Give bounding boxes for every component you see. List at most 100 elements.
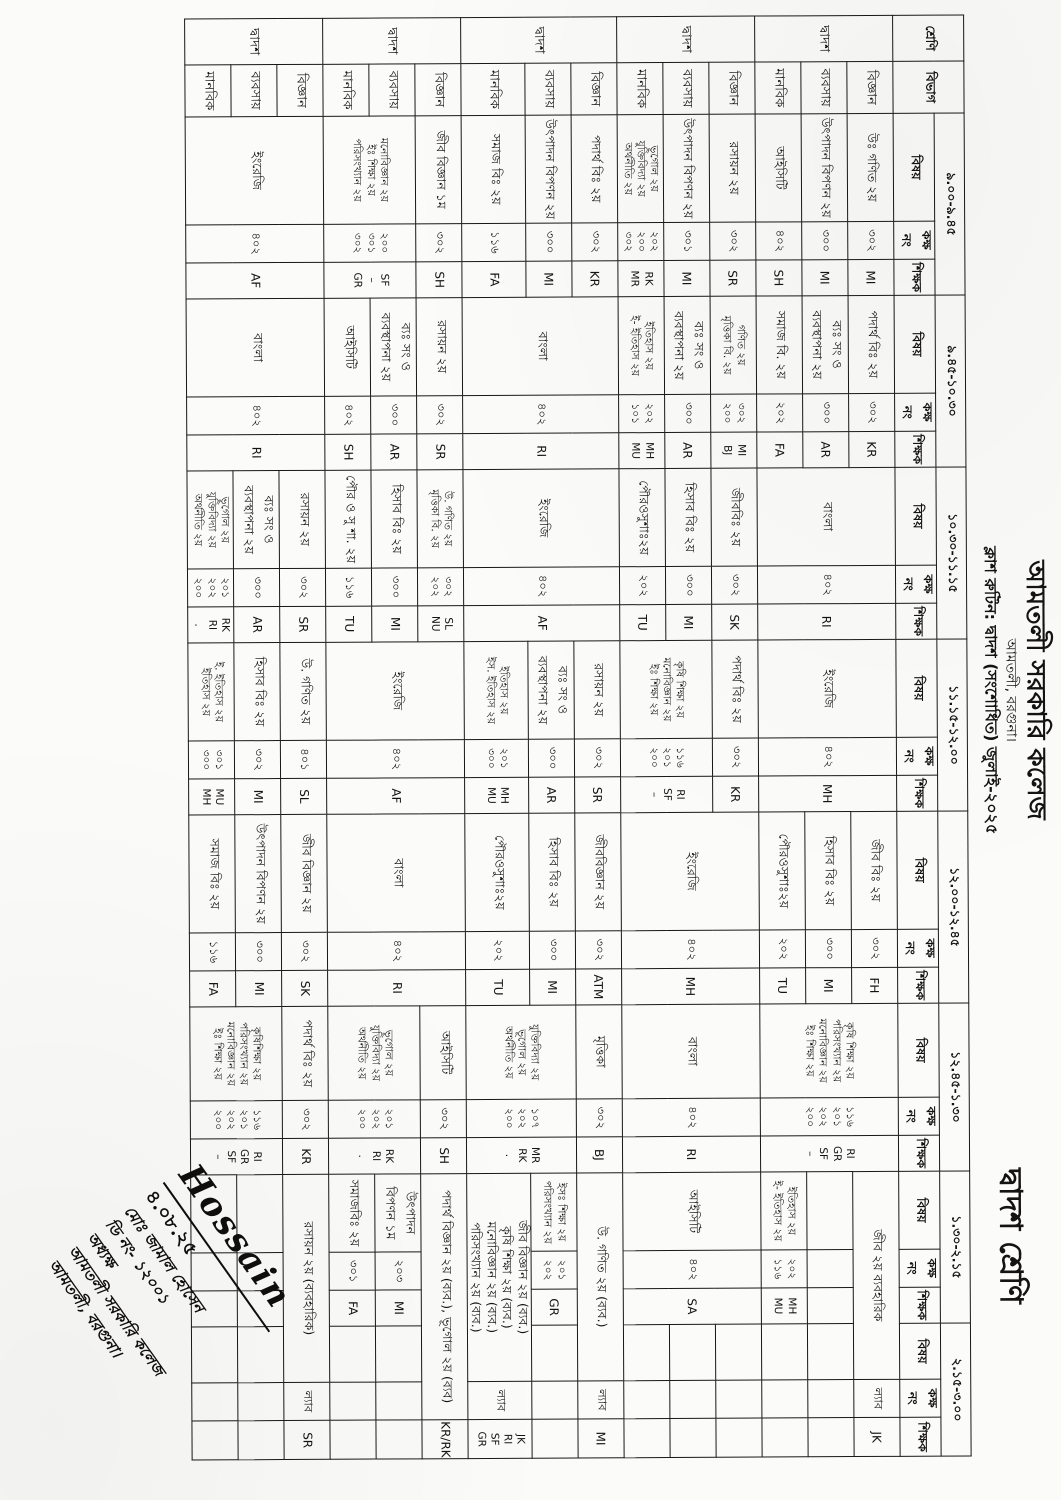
- routine-cell: AR: [371, 433, 418, 471]
- routine-cell: ব্যঃ সং ও ব্যবস্থাপনা ২য়: [664, 296, 711, 395]
- routine-cell: শ্রেণি: [892, 14, 964, 62]
- routine-cell: বিষয়: [897, 1003, 940, 1098]
- routine-cell: বাংলা: [186, 298, 326, 398]
- routine-cell: পদার্থ বিঃ ২য়: [282, 1006, 329, 1101]
- routine-cell: ইতিহাস ২য় ই- ইতিহাস ২য়: [760, 1171, 808, 1251]
- routine-cell: ৩০২: [281, 932, 329, 971]
- routine-cell: RK RI.: [328, 1137, 422, 1175]
- routine-cell: ৪০২: [187, 396, 326, 436]
- class-label: দ্বাদশ শ্রেণি: [992, 1168, 1029, 1304]
- routine-cell: ৩০০: [371, 395, 418, 435]
- routine-cell: ৩০২: [709, 222, 756, 261]
- routine-cell: JK RI SF GR: [468, 1419, 533, 1460]
- routine-cell: মানবিক: [323, 64, 370, 117]
- routine-cell: ল্যাব: [468, 1381, 532, 1420]
- routine-cell: ১০৭ ২০২ ২০০: [466, 1099, 577, 1138]
- routine-cell: কৃষিশিক্ষা ২য় পরিসংখ্যান ২য় মনোবিজ্ঞান ২…: [190, 1006, 283, 1102]
- routine-cell: দ্বাদশ: [754, 15, 893, 63]
- routine-cell: যুক্তিবিদ্যা ২য় ভূগোল ২য় অর্থনীতি ২য়: [466, 1005, 577, 1100]
- routine-cell: ব্যবসায়: [662, 62, 710, 115]
- routine-cell: AF: [464, 604, 620, 642]
- routine-cell: MH MU: [465, 777, 529, 814]
- routine-cell: ১২.৪৫-১.৩০: [938, 1002, 970, 1172]
- routine-cell: ব্যবসায়: [369, 63, 416, 117]
- routine-cell: ১১৬: [189, 932, 237, 972]
- routine-cell: সমাজ বিঃ ২য়: [189, 814, 236, 934]
- routine-cell: ৩০২: [416, 223, 463, 262]
- routine-cell: ১.৩০-২.১৫: [939, 1170, 971, 1324]
- routine-cell: উৎপাদন বিপণন ২য়: [801, 113, 848, 222]
- routine-cell: ৪০২: [757, 565, 896, 605]
- routine-cell: ইংরেজি: [463, 468, 620, 568]
- routine-cell: TU: [759, 967, 806, 1005]
- routine-cell: শিক্ষক: [896, 775, 938, 812]
- routine-cell: ২০২ ২০০ ৩০২: [617, 222, 664, 261]
- routine-cell: SA: [623, 1288, 762, 1325]
- routine-cell: ৩০০: [805, 929, 852, 968]
- routine-cell: ২০২: [759, 929, 806, 969]
- routine-cell: পৌরওসুশাঃ২য়: [618, 468, 666, 567]
- routine-cell: MI BJ: [710, 432, 757, 469]
- routine-cell: ৩০২: [279, 568, 327, 607]
- routine-cell: ৩০১: [329, 1252, 376, 1291]
- routine-cell: উ. গণিত ২য় মৃত্তিকা বি. ২য়: [417, 469, 464, 568]
- routine-cell: জীববিঃ ২য়: [710, 468, 758, 567]
- routine-cell: MH MU: [618, 432, 665, 469]
- routine-cell: RK MR: [617, 260, 665, 297]
- routine-cell: SH: [325, 434, 372, 471]
- routine-cell: RI: [328, 969, 467, 1007]
- routine-cell: উৎপাদন বিপণন ২য়: [235, 814, 282, 933]
- routine-cell: দ্বাদশ: [461, 16, 617, 64]
- routine-cell: AF: [186, 262, 325, 300]
- routine-table: শ্রেণি বিভাগ ৯.০০-৯.৪৫ ৯.৪৫-১০.৩০ ১০.৩০-১১.১…: [185, 14, 972, 1461]
- routine-cell: [715, 1324, 762, 1381]
- routine-cell: MH: [621, 968, 760, 1005]
- routine-cell: পদার্থ বিঃ ২য়: [848, 295, 895, 394]
- routine-cell: [623, 1418, 671, 1459]
- routine-cell: KR/RK: [422, 1419, 469, 1460]
- routine-cell: বিজ্ঞান: [415, 63, 462, 116]
- routine-cell: ভূগোল ২য় যুক্তিবিদ্যা ২য় অর্থনীতি ২য়: [617, 114, 664, 223]
- routine-cell: বিষয়: [898, 1171, 941, 1250]
- routine-cell: ৩০২: [711, 566, 758, 605]
- routine-cell: শিক্ষক: [894, 431, 936, 468]
- routine-cell: MI: [235, 778, 282, 815]
- routine-cell: SK: [282, 970, 329, 1007]
- routine-cell: উৎপাদন বিপণন ১ম: [375, 1173, 422, 1253]
- routine-cell: AR: [234, 606, 281, 643]
- routine-cell: শিক্ষক: [898, 1135, 940, 1172]
- routine-cell: হিসাব বিঃ ২য়: [664, 468, 712, 567]
- routine-cell: RI: [463, 432, 619, 470]
- routine-cell: TU: [619, 604, 666, 641]
- routine-cell: ব্যবসায়: [800, 61, 848, 114]
- routine-cell: [669, 1418, 717, 1458]
- routine-cell: বিজ্ঞান: [277, 64, 324, 117]
- routine-cell: [761, 1323, 808, 1381]
- routine-cell: ৩০২: [848, 393, 895, 432]
- routine-cell: উ. গণিত ২য়: [280, 642, 327, 741]
- routine-cell: বিষয়: [896, 811, 939, 930]
- routine-cell: [669, 1324, 716, 1381]
- routine-cell: ৩০২ ২০০: [710, 394, 757, 433]
- routine-cell: MR RK.: [466, 1137, 577, 1174]
- routine-cell: ৪০২: [621, 930, 760, 969]
- routine-cell: [807, 1287, 854, 1324]
- routine-row: দ্বাদশ বিজ্ঞান ইংরেজি ৪০২ AF বাংলা ৪০২ RI রসায়ন…: [185, 18, 331, 1461]
- routine-cell: BJ: [576, 1136, 623, 1174]
- routine-cell: রসায়ন ২য়: [709, 114, 756, 223]
- routine-cell: MI: [805, 967, 852, 1004]
- routine-cell: ব্যবসায়: [524, 63, 572, 116]
- routine-cell: ১১৬: [462, 223, 526, 262]
- routine-cell: রসায়ন ২য়: [279, 470, 326, 569]
- routine-cell: ৩০২: [847, 221, 894, 260]
- routine-cell: আইসিটি: [324, 298, 372, 397]
- routine-cell: সমাজ বিঃ ২য়: [461, 115, 526, 224]
- routine-cell: [807, 1323, 854, 1380]
- routine-cell: জীববিজ্ঞান ২য়: [574, 812, 622, 932]
- routine-cell: [531, 1419, 579, 1459]
- routine-cell: শিক্ষক: [893, 259, 936, 296]
- routine-cell: RI: [757, 603, 896, 641]
- routine-cell: ইংরেজি: [326, 641, 465, 741]
- routine-cell: হিসাব বিঃ ২য়: [804, 811, 852, 930]
- routine-cell: পদার্থ বিঃ ২য়: [571, 114, 618, 224]
